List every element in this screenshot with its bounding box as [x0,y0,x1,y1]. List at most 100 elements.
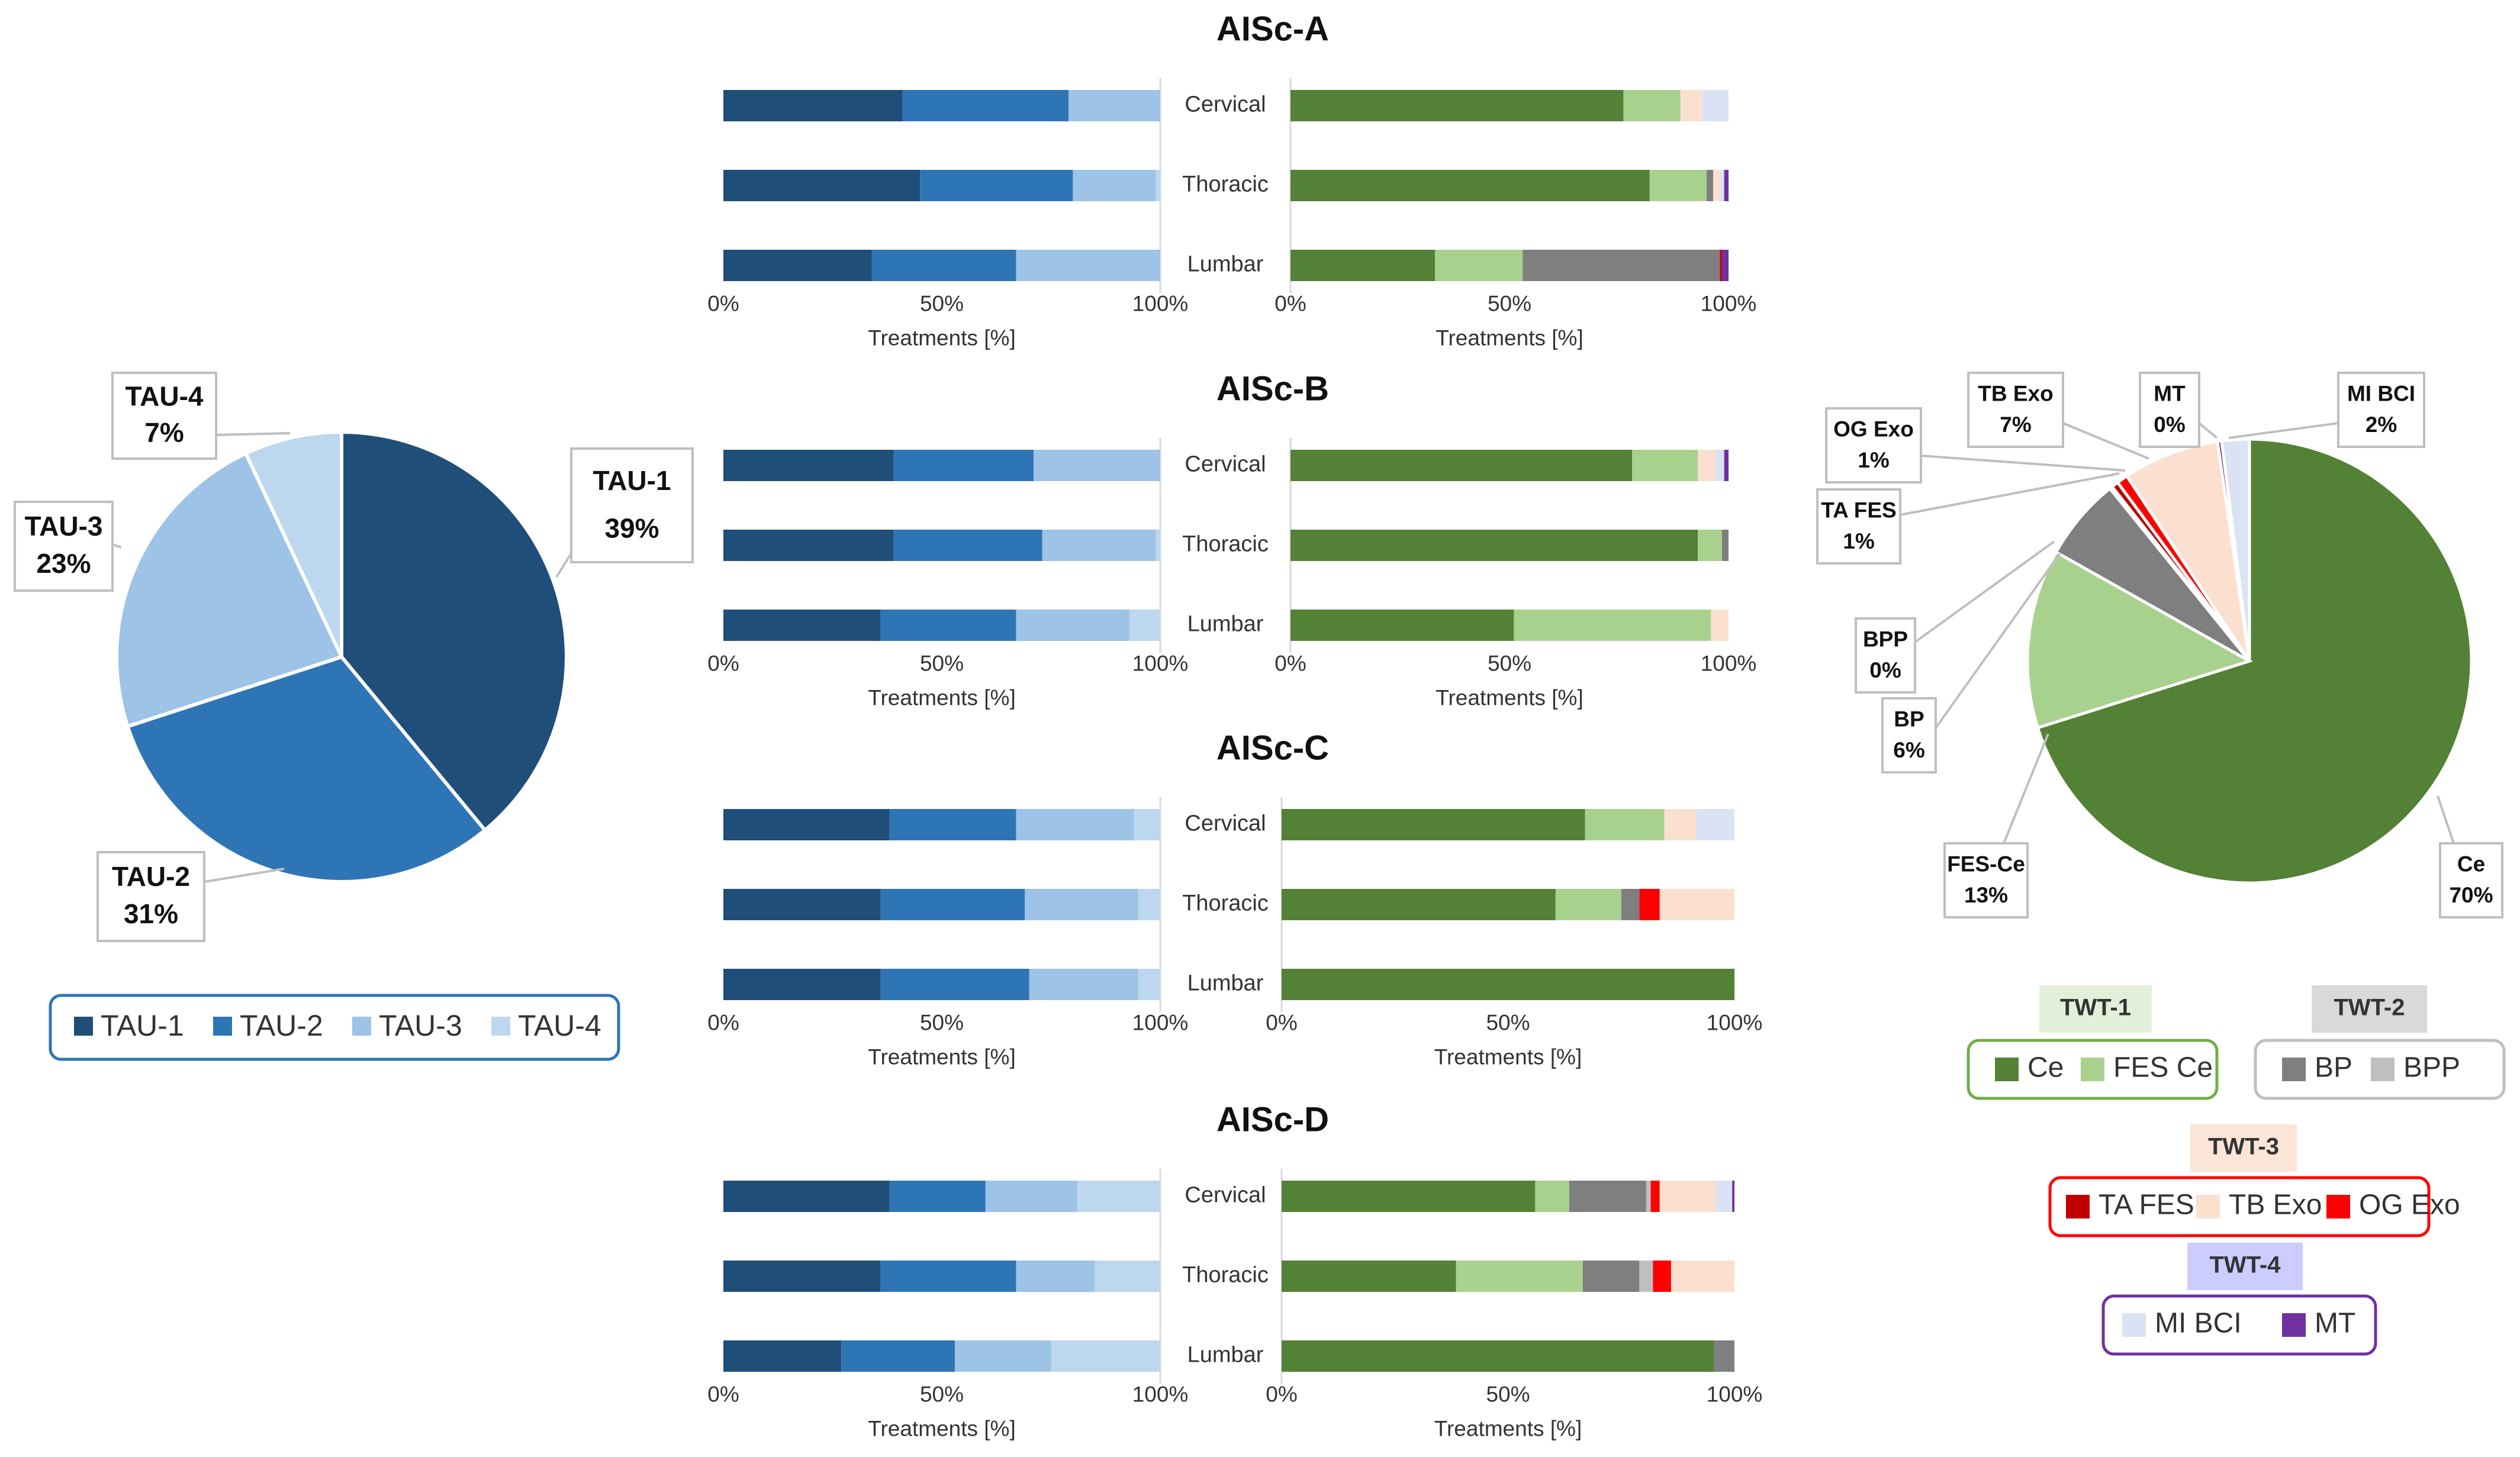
aisc-b-cervical-tau-1-bar [723,450,894,481]
twt-2-legend-swatch-bpp [2371,1058,2395,1081]
aisc-d-lumbar-ce-bar [1282,1340,1714,1372]
twt-pie-callout-ta-fes-leader [1900,472,2120,516]
twt-pie-callout-mt-leader [2198,422,2218,439]
aisc-c-cervical-ce-bar [1282,809,1585,840]
aisc-c-twt-tick-0: 0% [1266,1010,1297,1034]
aisc-b-tau-tick-50: 50% [920,651,964,675]
aisc-c-tau-tick-50: 50% [920,1010,964,1034]
aisc-b-cervical-tau-3-bar [1033,450,1160,481]
twt-pie-callout-mi-bci-value: 2% [2365,412,2397,437]
tau-pie-callout-tau-4-leader [215,432,291,436]
twt-pie-callout-bp-leader [1935,552,2061,729]
tau-pie-callout-tau-3-box [14,501,114,592]
aisc-c-thoracic-tb-exo-bar [1659,889,1734,920]
aisc-a-thoracic-fes-ce-bar [1649,170,1707,201]
twt-pie-callout-ta-fes-name: TA FES [1821,498,1896,522]
aisc-b-tau-xlabel: Treatments [%] [868,685,1015,710]
aisc-c-twt-tick-100: 100% [1707,1010,1763,1034]
tau-legend-swatch-tau-4 [491,1017,510,1036]
tau-legend-label-tau-2: TAU-2 [240,1009,323,1042]
tau-pie-callout-tau-2-box [96,851,205,942]
twt-3-legend-swatch-tb-exo [2196,1195,2220,1219]
tau-pie-callout-tau-2-name: TAU-2 [112,861,190,892]
twt-3-legend-swatch-og-exo [2326,1195,2350,1219]
twt-4-legend-swatch-mi-bci [2122,1313,2146,1337]
tau-pie-callout-tau-3-leader [112,543,122,549]
tau-legend-label-tau-3: TAU-3 [379,1009,462,1042]
twt-4-legend-box [2101,1294,2377,1356]
aisc-d-tau-tick-50: 50% [920,1382,964,1406]
tau-pie-callout-tau-2-value: 31% [124,898,178,929]
aisc-a-thoracic-ce-bar [1290,170,1650,201]
aisc-b-cervical-tb-exo-bar [1698,450,1716,481]
twt-1-legend-swatch-fes-ce [2081,1058,2104,1081]
aisc-a-lumbar-tau-3-bar [1016,250,1160,281]
twt-pie-slice-tb-exo [2125,440,2251,662]
tau-legend-swatch-tau-1 [74,1017,93,1036]
aisc-c-lumbar-tau-2-bar [880,969,1029,1000]
tau-pie-callout-tau-2-leader [204,868,285,883]
tau-pie-callout-tau-4-box [111,372,217,460]
tau-legend-label-tau-4: TAU-4 [518,1009,601,1042]
aisc-b-thoracic-ce-bar [1290,530,1698,561]
aisc-b-lumbar-label: Lumbar [1187,612,1264,637]
twt-1-legend-label-ce: Ce [2027,1052,2064,1084]
aisc-c-twt-tick-50: 50% [1486,1010,1530,1034]
aisc-c-lumbar-tau-3-bar [1029,969,1139,1000]
aisc-d-thoracic-bpp-bar [1639,1261,1653,1292]
aisc-b-lumbar-tau-1-bar [723,610,881,641]
aisc-a-cervical-tb-exo-bar [1680,90,1702,121]
aisc-c-cervical-fes-ce-bar [1585,809,1665,840]
tau-legend-label-tau-1: TAU-1 [101,1009,184,1042]
aisc-a-thoracic-tau-3-bar [1073,170,1156,201]
aisc-a-lumbar-bp-bar [1523,250,1720,281]
aisc-c-thoracic-tau-2-bar [880,889,1025,920]
aisc-c-tau-tick-100: 100% [1132,1010,1189,1034]
aisc-b-tau-tick-100: 100% [1132,651,1189,675]
aisc-b-thoracic-tau-4-bar [1156,530,1160,561]
twt-pie-callout-mi-bci-leader [2228,422,2339,439]
twt-pie-callout-mi-bci-box [2337,372,2425,448]
aisc-b-tau-tick-0: 0% [707,651,739,675]
aisc-d-thoracic-tb-exo-bar [1671,1261,1734,1292]
aisc-b-thoracic-tau-2-bar [893,530,1042,561]
aisc-c-thoracic-tau-3-bar [1025,889,1139,920]
aisc-b-lumbar-tau-4-bar [1129,610,1160,641]
tau-pie-callout-tau-4-name: TAU-4 [125,381,203,412]
aisc-c-cervical-tb-exo-bar [1664,809,1696,840]
aisc-a-title: AISc-A [1216,9,1329,48]
aisc-d-cervical-fes-ce-bar [1535,1181,1569,1212]
aisc-a-cervical-tau-1-bar [723,90,903,121]
tau-pie-callout-tau-1-name: TAU-1 [593,465,671,496]
aisc-d-cervical-bp-bar [1569,1181,1646,1212]
aisc-d-title: AISc-D [1216,1100,1329,1139]
twt-pie-callout-mt-name: MT [2154,381,2186,405]
twt-pie-callout-og-exo-name: OG Exo [1833,417,1914,441]
aisc-b-cervical-label: Cervical [1185,452,1266,477]
tau-pie-callout-tau-4-value: 7% [144,417,184,448]
aisc-a-thoracic-bp-bar [1707,170,1714,201]
twt-3-legend-swatch-ta-fes [2066,1195,2090,1219]
aisc-b-cervical-mt-bar [1724,450,1729,481]
aisc-d-cervical-label: Cervical [1185,1183,1266,1208]
aisc-d-thoracic-og-exo-bar [1653,1261,1671,1292]
twt-pie-callout-bp-value: 6% [1893,738,1924,762]
aisc-b-lumbar-fes-ce-bar [1514,610,1711,641]
tau-pie-slice-tau-2 [125,655,488,884]
aisc-a-thoracic-tau-1-bar [723,170,921,201]
aisc-a-twt-tick-50: 50% [1488,291,1531,315]
twt-3-legend-title-box [2190,1124,2297,1172]
twt-pie-callout-og-exo-box [1825,407,1922,483]
aisc-d-thoracic-fes-ce-bar [1456,1261,1583,1292]
aisc-a-lumbar-label: Lumbar [1187,252,1264,277]
aisc-d-twt-tick-100: 100% [1707,1382,1763,1406]
twt-pie-callout-tb-exo-value: 7% [2000,412,2031,437]
aisc-a-thoracic-tau-2-bar [920,170,1073,201]
twt-pie-callout-bpp-name: BPP [1863,627,1908,651]
aisc-d-thoracic-tau-2-bar [880,1261,1016,1292]
aisc-b-lumbar-tau-2-bar [880,610,1016,641]
twt-2-legend-label-bp: BP [2315,1052,2352,1084]
aisc-a-thoracic-tb-exo-bar [1713,170,1720,201]
aisc-c-cervical-tau-2-bar [889,809,1016,840]
tau-pie-callout-tau-1-leader [555,552,572,578]
